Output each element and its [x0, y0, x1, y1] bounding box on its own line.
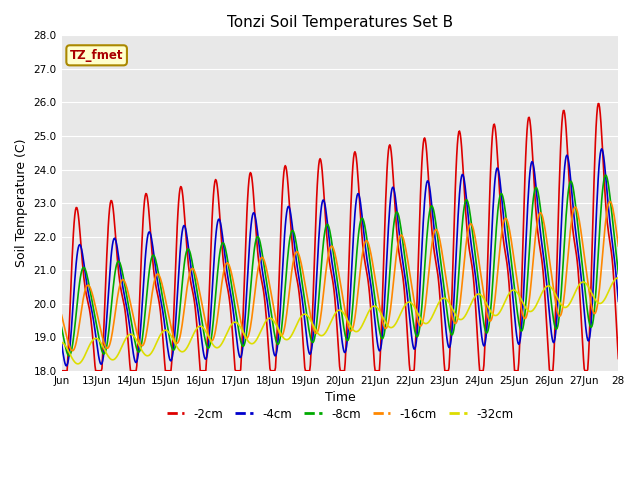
Line: -4cm: -4cm [61, 149, 618, 366]
-4cm [481, 342, 488, 348]
-16cm [538, 211, 545, 217]
-32cm [74, 361, 81, 367]
-4cm [93, 338, 100, 344]
-32cm [396, 312, 404, 317]
X-axis label: Time: Time [324, 391, 355, 404]
-16cm [614, 243, 622, 249]
-2cm [412, 321, 420, 326]
-8cm [413, 334, 421, 340]
-32cm [382, 320, 390, 325]
-2cm [396, 254, 403, 260]
Legend: -2cm, -4cm, -8cm, -16cm, -32cm: -2cm, -4cm, -8cm, -16cm, -32cm [162, 403, 518, 425]
-2cm [480, 362, 488, 368]
-2cm [537, 252, 545, 257]
-8cm [65, 353, 73, 359]
-16cm [93, 308, 100, 313]
Y-axis label: Soil Temperature (C): Soil Temperature (C) [15, 139, 28, 267]
-2cm [614, 356, 622, 361]
-8cm [382, 322, 390, 327]
-32cm [58, 339, 65, 345]
-2cm [595, 101, 602, 107]
-4cm [63, 363, 70, 369]
-2cm [381, 219, 388, 225]
-4cm [614, 299, 622, 304]
-8cm [481, 324, 488, 330]
-32cm [614, 275, 622, 281]
-8cm [614, 271, 622, 276]
Title: Tonzi Soil Temperatures Set B: Tonzi Soil Temperatures Set B [227, 15, 453, 30]
-8cm [538, 216, 545, 222]
-4cm [382, 279, 390, 285]
Text: TZ_fmet: TZ_fmet [70, 49, 124, 62]
-4cm [396, 240, 404, 245]
-8cm [396, 221, 404, 227]
-16cm [481, 297, 488, 303]
-32cm [538, 290, 545, 296]
-16cm [413, 314, 421, 320]
-8cm [602, 172, 610, 178]
-4cm [538, 240, 545, 246]
-8cm [58, 324, 65, 330]
-16cm [69, 348, 77, 354]
-32cm [481, 297, 488, 303]
Line: -16cm: -16cm [61, 202, 618, 351]
-16cm [58, 312, 65, 318]
-16cm [606, 199, 614, 204]
-32cm [93, 336, 100, 341]
-32cm [614, 275, 621, 281]
Line: -32cm: -32cm [61, 278, 618, 364]
-16cm [382, 325, 390, 331]
-32cm [413, 309, 421, 315]
Line: -2cm: -2cm [61, 104, 618, 371]
-4cm [598, 146, 605, 152]
-2cm [58, 368, 65, 373]
-4cm [58, 340, 65, 346]
-4cm [413, 333, 421, 338]
-16cm [396, 233, 404, 239]
-2cm [92, 368, 100, 373]
Line: -8cm: -8cm [61, 175, 618, 356]
-8cm [93, 321, 100, 327]
